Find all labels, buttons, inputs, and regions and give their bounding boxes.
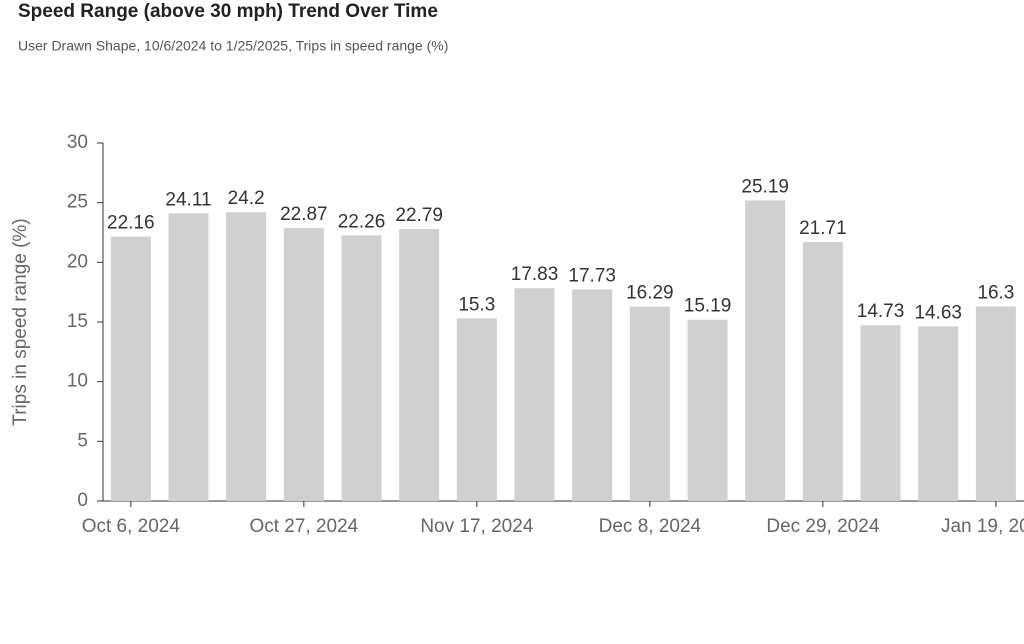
bar xyxy=(572,289,613,501)
y-tick-label: 10 xyxy=(67,371,88,392)
y-tick-label: 0 xyxy=(77,490,88,511)
data-label: 14.63 xyxy=(914,302,962,323)
data-label: 21.71 xyxy=(799,218,847,239)
bar xyxy=(283,228,324,502)
data-label: 16.29 xyxy=(626,283,674,304)
bar xyxy=(399,229,440,501)
bar xyxy=(168,213,209,501)
y-tick-label: 25 xyxy=(67,192,88,213)
data-label: 16.3 xyxy=(977,283,1014,304)
bar xyxy=(745,200,786,501)
bar xyxy=(514,288,555,501)
bar xyxy=(802,241,843,501)
y-tick-label: 30 xyxy=(67,132,88,153)
data-label: 15.19 xyxy=(684,296,732,317)
chart-subtitle: User Drawn Shape, 10/6/2024 to 1/25/2025… xyxy=(18,38,448,54)
x-tick-label: Oct 6, 2024 xyxy=(82,516,181,537)
x-tick-label: Dec 29, 2024 xyxy=(766,516,879,537)
x-tick-label: Jan 19, 2025 xyxy=(941,516,1024,537)
data-label: 14.73 xyxy=(857,301,905,322)
bar xyxy=(860,325,901,501)
data-label: 22.87 xyxy=(280,204,328,225)
x-tick-label: Nov 17, 2024 xyxy=(420,516,533,537)
bar xyxy=(918,326,959,501)
x-tick-label: Oct 27, 2024 xyxy=(249,516,358,537)
data-label: 25.19 xyxy=(741,176,789,197)
bar xyxy=(226,212,267,502)
bar xyxy=(629,306,670,501)
bar xyxy=(456,318,497,501)
data-label: 17.83 xyxy=(511,264,559,285)
data-label: 24.11 xyxy=(165,189,211,210)
data-label: 15.3 xyxy=(458,294,495,315)
bar xyxy=(341,235,382,501)
data-label: 22.26 xyxy=(338,211,386,232)
data-label: 24.2 xyxy=(228,188,265,209)
y-tick-label: 20 xyxy=(67,251,88,272)
y-axis-label: Trips in speed range (%) xyxy=(10,218,31,425)
bar xyxy=(687,319,728,501)
bar xyxy=(110,236,151,502)
data-label: 17.73 xyxy=(568,265,616,286)
x-tick-label: Dec 8, 2024 xyxy=(599,516,702,537)
bar xyxy=(975,306,1016,501)
y-tick-label: 5 xyxy=(77,430,88,451)
data-label: 22.79 xyxy=(395,205,443,226)
chart-title: Speed Range (above 30 mph) Trend Over Ti… xyxy=(18,1,438,22)
y-tick-label: 15 xyxy=(67,311,88,332)
data-label: 22.16 xyxy=(107,213,155,234)
